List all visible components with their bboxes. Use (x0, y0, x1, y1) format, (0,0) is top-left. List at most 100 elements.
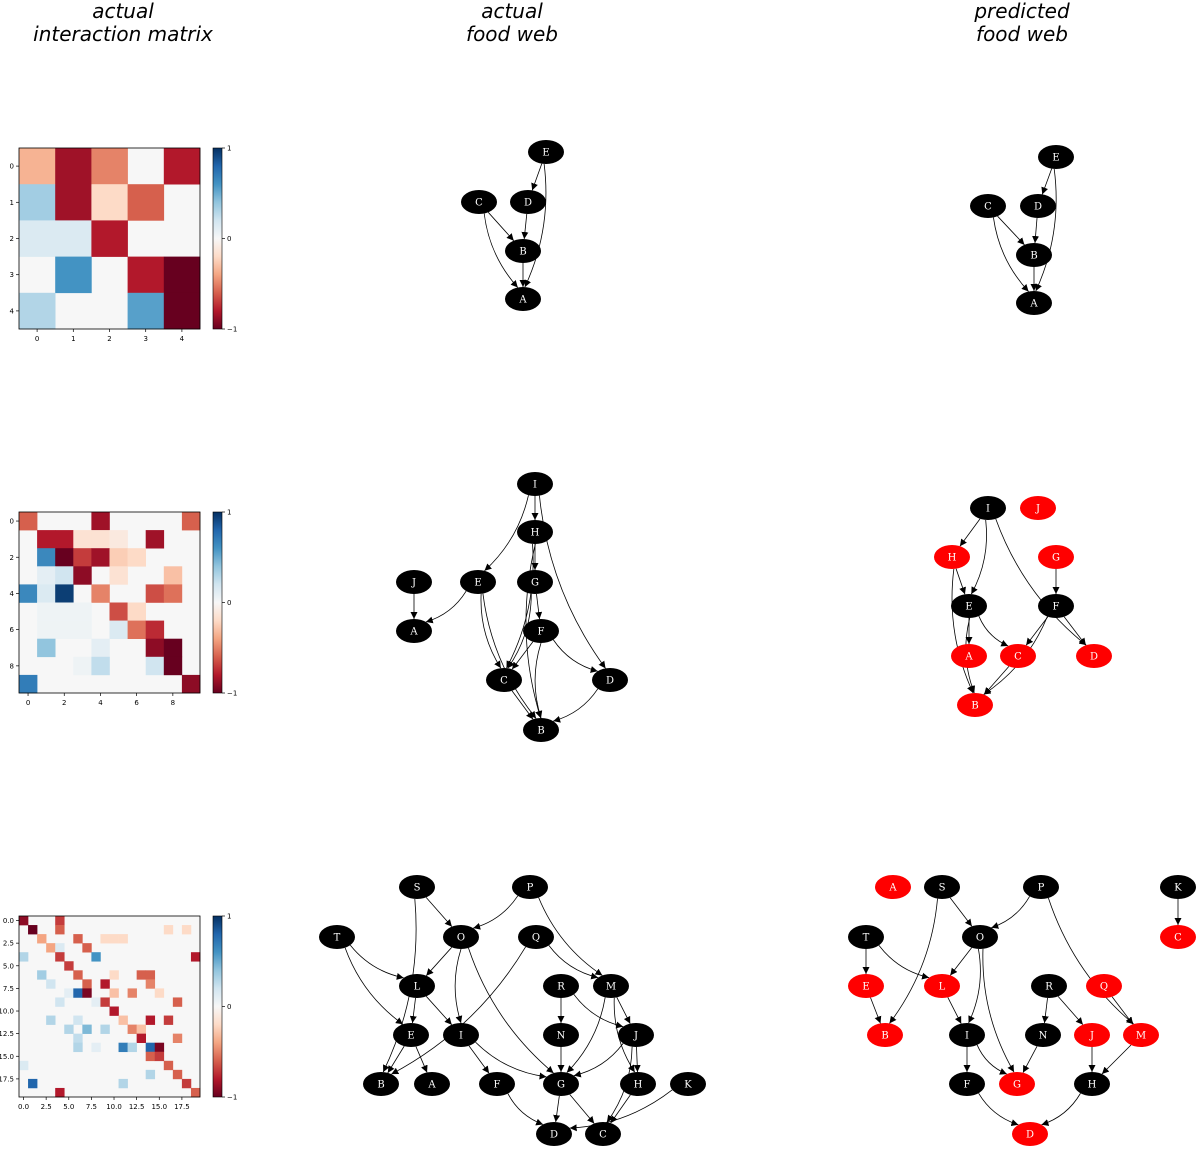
matrix-cell (145, 584, 165, 603)
edge-F-D (978, 1092, 1019, 1127)
node-J (396, 570, 432, 594)
colorbar-tick-label: 0 (227, 235, 231, 243)
colorbar-tick-label: −1 (227, 326, 237, 334)
matrix-cell (46, 1015, 56, 1025)
y-tick-label: 5.0 (3, 962, 14, 970)
predicted-food-web: I J H G E F A C D B (934, 496, 1112, 717)
y-tick-label: 8 (10, 662, 14, 670)
node-label-H: H (948, 553, 957, 564)
actual-food-web: I H J E G A F C D B (396, 472, 628, 742)
matrix-cell (163, 148, 201, 185)
matrix-cell (73, 1015, 83, 1025)
node-label-F: F (538, 627, 545, 638)
y-tick-label: 1 (10, 199, 14, 207)
node-B (957, 693, 993, 717)
node-D (592, 668, 628, 692)
matrix-cell (127, 256, 165, 294)
edge-H-B (951, 568, 974, 694)
matrix-cell (73, 970, 83, 980)
node-label-L: L (939, 982, 946, 993)
node-label-Q: Q (1100, 982, 1108, 993)
matrix-cell (64, 988, 74, 998)
column-title-line: actual (92, 0, 154, 23)
matrix-cell (73, 656, 92, 676)
node-label-D: D (1090, 652, 1098, 663)
node-label-B: B (519, 247, 526, 258)
x-tick-label: 0.0 (18, 1103, 29, 1111)
node-label-B: B (971, 701, 978, 712)
edge-J-G (573, 1043, 624, 1078)
colorbar-tick-label: 1 (227, 145, 231, 153)
matrix-cell (73, 1033, 83, 1043)
edge-G-F (535, 593, 543, 620)
node-label-A: A (888, 883, 897, 894)
node-label-D: D (1034, 202, 1042, 213)
node-label-E: E (862, 982, 869, 993)
edge-M-H (1101, 1044, 1132, 1075)
node-A (414, 1072, 450, 1096)
node-label-H: H (531, 528, 540, 539)
interaction-matrix: 0 0 1 1 2 2 3 3 4 4 1 0 −1 (10, 145, 238, 344)
node-D (536, 1122, 572, 1146)
node-label-P: P (1038, 883, 1045, 894)
edge-L-I (425, 996, 453, 1025)
matrix-cell (127, 1024, 137, 1034)
node-label-K: K (1174, 883, 1182, 894)
node-E (393, 1023, 429, 1047)
node-label-M: M (606, 982, 616, 993)
node-B (363, 1072, 399, 1096)
matrix-cell (37, 934, 47, 944)
node-L (399, 974, 435, 998)
colorbar-tick-label: 1 (227, 509, 231, 517)
matrix-cell (55, 548, 74, 567)
matrix-cell (127, 292, 165, 330)
matrix-cell (127, 988, 137, 998)
node-F (949, 1072, 985, 1096)
node-label-E: E (542, 148, 549, 159)
edge-E-A (415, 1046, 428, 1073)
matrix-cell (145, 530, 165, 549)
interaction-matrix: 0.0 0.0 2.5 2.5 5.0 5.0 7.5 7.5 10.0 10.0 12.5 12.5… (0, 913, 237, 1112)
edge-E-D (531, 163, 543, 191)
node-label-J: J (1035, 504, 1040, 515)
matrix-cell (55, 925, 65, 935)
edge-I-G (475, 1041, 547, 1080)
matrix-cell (127, 548, 146, 567)
node-label-A: A (1029, 299, 1038, 310)
column-title-line: food web (976, 22, 1068, 46)
matrix-cell (46, 979, 56, 989)
matrix-cell (100, 979, 110, 989)
edge-F-D (1063, 616, 1087, 646)
x-tick-label: 1 (71, 335, 75, 343)
colorbar-tick-label: 0 (227, 1003, 231, 1011)
node-label-O: O (976, 933, 984, 944)
y-tick-label: 6 (10, 626, 15, 634)
column-title-line: interaction matrix (33, 22, 213, 46)
node-F (479, 1072, 515, 1096)
node-I (517, 472, 553, 496)
node-N (1025, 1023, 1061, 1047)
column-title-actual-food-web: actual food web (362, 0, 662, 46)
matrix-cell (55, 566, 74, 585)
matrix-cell (190, 1087, 201, 1098)
edge-R-N (1041, 997, 1049, 1024)
node-label-C: C (475, 198, 483, 209)
matrix-cell (154, 988, 165, 998)
node-label-I: I (533, 480, 537, 491)
matrix-cell (73, 1042, 83, 1053)
node-E (848, 974, 884, 998)
node-label-R: R (1045, 982, 1053, 993)
node-E (460, 570, 496, 594)
y-tick-label: 0.0 (3, 917, 14, 925)
node-label-O: O (457, 933, 465, 944)
matrix-cell (127, 602, 146, 621)
matrix-cell (154, 1051, 165, 1062)
matrix-cell (118, 1015, 128, 1025)
node-label-S: S (939, 883, 946, 894)
node-F (523, 619, 559, 643)
node-N (543, 1023, 579, 1047)
node-label-B: B (1030, 251, 1037, 262)
matrix-cell (109, 566, 128, 585)
edge-D-B (553, 688, 599, 723)
matrix-cell (172, 1033, 183, 1043)
